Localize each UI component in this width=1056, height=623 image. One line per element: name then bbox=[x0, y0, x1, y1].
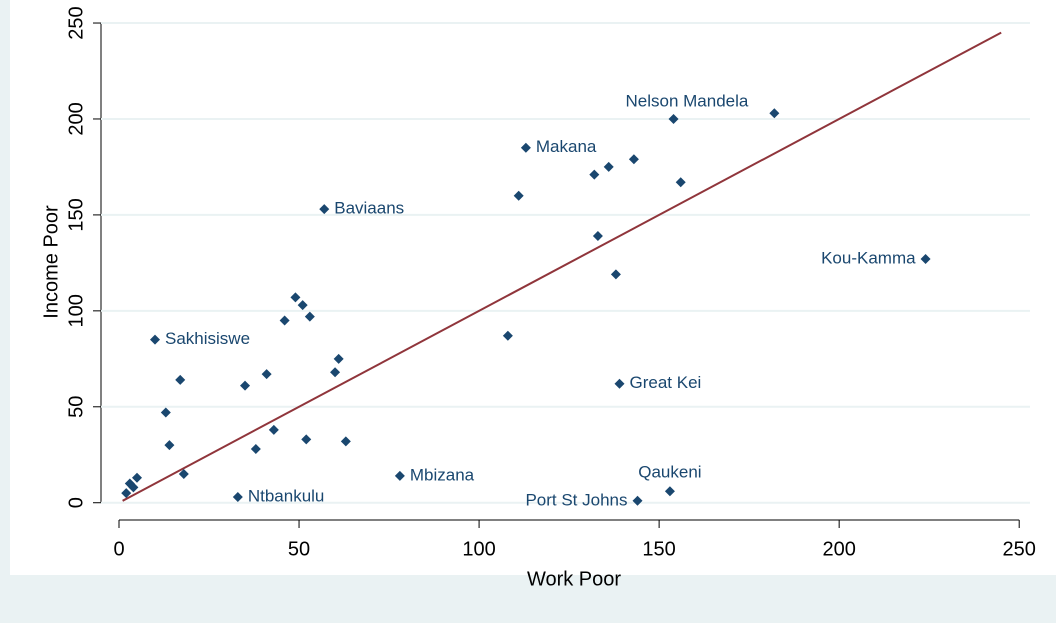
point bbox=[603, 161, 614, 172]
y-tick-label: 150 bbox=[65, 198, 87, 231]
point bbox=[614, 378, 625, 389]
y-tick-label: 50 bbox=[65, 396, 87, 418]
point bbox=[290, 292, 301, 303]
point bbox=[250, 444, 261, 455]
point bbox=[394, 470, 405, 481]
point bbox=[330, 367, 341, 378]
point bbox=[520, 142, 531, 153]
point-label: Great Kei bbox=[630, 373, 702, 392]
point bbox=[160, 407, 171, 418]
point-label: Nelson Mandela bbox=[625, 92, 748, 111]
point bbox=[304, 311, 315, 322]
x-tick-label: 50 bbox=[288, 538, 310, 560]
point bbox=[632, 495, 643, 506]
point bbox=[240, 380, 251, 391]
point bbox=[675, 177, 686, 188]
point bbox=[610, 269, 621, 280]
point-label: Qaukeni bbox=[638, 463, 701, 482]
x-tick-label: 200 bbox=[822, 538, 855, 560]
point bbox=[128, 482, 139, 493]
point bbox=[333, 353, 344, 364]
point-label: Kou-Kamma bbox=[821, 249, 916, 268]
point-label: Port St Johns bbox=[525, 490, 627, 509]
point bbox=[279, 315, 290, 326]
y-tick-label: 200 bbox=[65, 102, 87, 135]
point-label: Baviaans bbox=[334, 199, 404, 218]
y-tick-label: 250 bbox=[65, 6, 87, 39]
point-label: Ntbankulu bbox=[248, 486, 325, 505]
point bbox=[668, 113, 679, 124]
point bbox=[513, 190, 524, 201]
point bbox=[592, 231, 603, 242]
point bbox=[301, 434, 312, 445]
x-axis-title: Work Poor bbox=[527, 568, 621, 590]
point-label: Mbizana bbox=[410, 465, 475, 484]
point bbox=[261, 369, 272, 380]
y-axis-title: Income Poor bbox=[40, 205, 62, 319]
point bbox=[121, 488, 132, 499]
point bbox=[232, 491, 243, 502]
point-label: Makana bbox=[536, 137, 597, 156]
point bbox=[589, 169, 600, 180]
point bbox=[150, 334, 161, 345]
point bbox=[340, 436, 351, 447]
point bbox=[178, 468, 189, 479]
point bbox=[502, 330, 513, 341]
reference-line bbox=[122, 31, 1002, 502]
point bbox=[297, 300, 308, 311]
point bbox=[664, 486, 675, 497]
point-label: Sakhisiswe bbox=[165, 329, 250, 348]
point bbox=[920, 254, 931, 265]
point bbox=[628, 154, 639, 165]
point bbox=[175, 374, 186, 385]
point bbox=[769, 108, 780, 119]
point bbox=[268, 424, 279, 435]
point bbox=[132, 472, 143, 483]
y-tick-label: 0 bbox=[65, 497, 87, 508]
x-tick-label: 100 bbox=[462, 538, 495, 560]
point bbox=[319, 204, 330, 215]
point bbox=[164, 440, 175, 451]
y-tick-label: 100 bbox=[65, 294, 87, 327]
x-tick-label: 250 bbox=[1003, 538, 1036, 560]
x-tick-label: 0 bbox=[113, 538, 124, 560]
x-tick-label: 150 bbox=[642, 538, 675, 560]
